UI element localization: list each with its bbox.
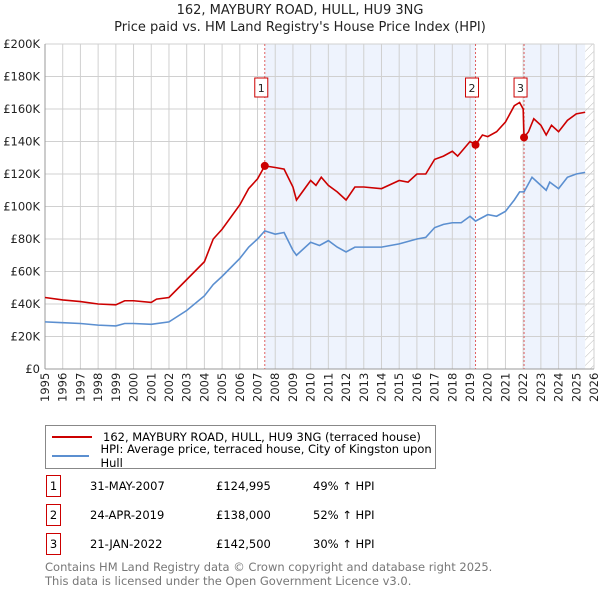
x-tick-label: 2019: [463, 373, 477, 402]
sale-hpi-diff: 30% ↑ HPI: [313, 537, 375, 551]
legend: 162, MAYBURY ROAD, HULL, HU9 3NG (terrac…: [45, 425, 436, 470]
sale-price: £142,500: [216, 537, 271, 551]
y-tick-label: £80K: [11, 232, 41, 246]
x-tick-label: 2021: [498, 373, 512, 402]
sale-number: 1: [46, 475, 61, 497]
y-tick-label: £0: [25, 362, 40, 376]
x-tick-label: 2006: [233, 373, 247, 402]
x-tick-label: 2012: [339, 373, 353, 402]
x-tick-label: 2007: [251, 373, 265, 402]
legend-label-property: 162, MAYBURY ROAD, HULL, HU9 3NG (terrac…: [103, 430, 421, 444]
sale-label-box: [254, 77, 269, 98]
x-tick-label: 2009: [286, 373, 300, 402]
sale-label: 1: [258, 82, 265, 95]
y-tick-label: £20K: [11, 330, 41, 344]
x-tick-label: 2026: [587, 373, 600, 402]
sale-price: £124,995: [216, 479, 271, 493]
x-tick-label: 1996: [56, 373, 70, 402]
x-tick-label: 2022: [516, 373, 530, 402]
x-tick-label: 2010: [304, 373, 318, 402]
x-tick-label: 2011: [321, 373, 335, 402]
sale-hpi-diff: 52% ↑ HPI: [313, 508, 375, 522]
x-tick-label: 2018: [445, 373, 459, 402]
y-tick-label: £100K: [3, 200, 40, 214]
x-tick-label: 1998: [91, 373, 105, 402]
price-chart: 1995 1996 1997 1998 1999 2000 2001 2002 2003 2004…: [3, 37, 600, 402]
sale-price: £138,000: [216, 508, 271, 522]
x-tick-label: 2008: [268, 373, 282, 402]
sale-hpi-diff: 49% ↑ HPI: [313, 479, 375, 493]
sale-label: 3: [517, 82, 524, 95]
legend-label-hpi: HPI: Average price, terraced house, City…: [100, 442, 432, 470]
sale-label-box: [465, 77, 480, 98]
footer-copyright: Contains HM Land Registry data © Crown c…: [45, 560, 493, 574]
y-tick-label: £40K: [11, 297, 41, 311]
x-tick-label: 2001: [144, 373, 158, 402]
x-tick-label: 2016: [410, 373, 424, 402]
chart-subtitle: Price paid vs. HM Land Registry's House …: [114, 20, 486, 35]
sale-number: 2: [46, 504, 61, 526]
sale-date: 24-APR-2019: [90, 508, 165, 522]
sale-point: [520, 133, 529, 142]
x-tick-label: 2023: [534, 373, 548, 402]
property-series-line: [44, 101, 586, 306]
y-tick-label: £140K: [3, 135, 40, 149]
x-tick-label: 2004: [197, 373, 211, 402]
sale-date: 31-MAY-2007: [90, 479, 165, 493]
y-tick-label: £180K: [3, 70, 40, 84]
x-tick-label: 2013: [357, 373, 371, 402]
x-tick-label: 2017: [428, 373, 442, 402]
sale-point: [471, 140, 480, 149]
legend-blue-line: [52, 455, 90, 457]
x-tick-label: 2005: [215, 373, 229, 402]
x-tick-label: 2024: [552, 373, 566, 402]
footer-licence: This data is licensed under the Open Gov…: [45, 574, 412, 588]
x-tick-label: 2015: [392, 373, 406, 402]
x-tick-label: 1995: [38, 373, 52, 402]
x-tick-label: 2020: [481, 373, 495, 402]
sale-number: 3: [46, 533, 61, 555]
y-tick-label: £60K: [11, 265, 41, 279]
y-tick-label: £120K: [3, 167, 40, 181]
x-tick-label: 2025: [569, 373, 583, 402]
x-tick-label: 2000: [127, 373, 141, 402]
y-tick-label: £160K: [3, 102, 40, 116]
x-tick-label: 1999: [109, 373, 123, 402]
chart-title: 162, MAYBURY ROAD, HULL, HU9 3NG: [176, 3, 424, 18]
hpi-series-line: [44, 171, 586, 327]
sale-label: 2: [469, 82, 476, 95]
x-tick-label: 2014: [374, 373, 388, 402]
y-tick-label: £200K: [3, 37, 40, 51]
sale-date: 21-JAN-2022: [90, 537, 163, 551]
sale-label-box: [513, 77, 528, 98]
sale-point: [260, 161, 269, 170]
x-tick-label: 1997: [73, 373, 87, 402]
x-tick-label: 2003: [180, 373, 194, 402]
legend-red-line: [52, 436, 92, 438]
x-tick-label: 2002: [162, 373, 176, 402]
